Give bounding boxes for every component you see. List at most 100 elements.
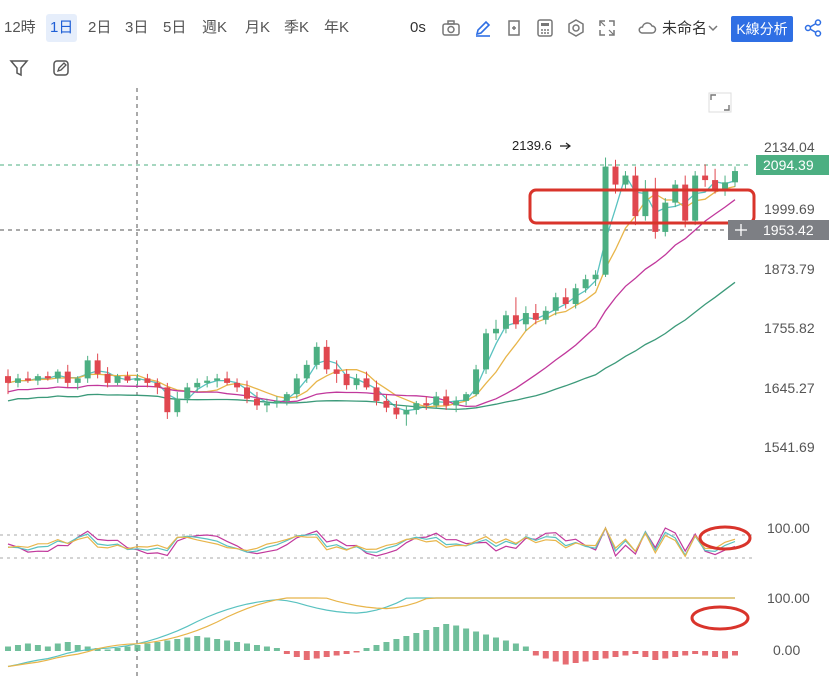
macd-histogram-bar <box>303 651 310 660</box>
macd-histogram-bar <box>24 643 31 651</box>
macd-histogram-bar <box>253 645 260 651</box>
candle-body <box>662 202 669 232</box>
macd-histogram-bar <box>64 642 71 651</box>
candle-body <box>44 376 51 379</box>
candle-body <box>622 175 629 185</box>
candle-body <box>353 378 360 386</box>
candle-body <box>174 398 181 413</box>
price-axis-label: 1999.69 <box>764 201 815 217</box>
candle-body <box>433 396 440 406</box>
macd-histogram-bar <box>443 624 450 651</box>
macd-histogram-bar <box>512 643 519 651</box>
camera-icon[interactable] <box>440 16 462 40</box>
edit-icon[interactable] <box>50 56 72 80</box>
candle-body <box>194 382 201 388</box>
timeframe-5d[interactable]: 5日 <box>163 19 187 36</box>
macd-histogram-bar <box>293 651 300 657</box>
candle-body <box>393 407 400 415</box>
calculator-icon[interactable] <box>534 16 556 40</box>
osc-axis-label: 100.00 <box>767 520 810 536</box>
macd-histogram-bar <box>483 634 490 651</box>
macd-histogram-bar <box>14 645 21 651</box>
macd-histogram-bar <box>642 651 649 657</box>
timeframe-12h[interactable]: 12時 <box>4 19 36 36</box>
price-axis-label: 1541.69 <box>764 439 815 455</box>
macd-histogram-bar <box>522 646 529 651</box>
macd-histogram-bar <box>473 631 480 651</box>
macd-histogram-bar <box>5 646 11 651</box>
macd-histogram-bar <box>194 636 201 651</box>
share-icon[interactable] <box>802 16 824 40</box>
macd-histogram-bar <box>283 651 290 654</box>
candle-body <box>323 346 330 370</box>
macd-histogram-bar <box>273 648 280 651</box>
candle-body <box>502 315 509 329</box>
chevron-down-icon[interactable] <box>706 16 720 40</box>
ma-yellow-line <box>7 185 736 408</box>
candle-body <box>692 175 699 221</box>
candle-body <box>483 333 490 370</box>
macd-histogram-bar <box>174 639 181 651</box>
ma-magenta-line <box>7 199 736 408</box>
timeframe-2d[interactable]: 2日 <box>88 19 112 36</box>
macd-histogram-bar <box>134 645 141 651</box>
macd-histogram-bar <box>692 651 699 654</box>
macd-histogram-bar <box>84 646 91 651</box>
macd-histogram-bar <box>164 640 171 651</box>
pencil-icon[interactable] <box>472 16 494 40</box>
timeframe-month[interactable]: 月K <box>245 19 271 36</box>
candle-body <box>234 382 241 388</box>
macd-histogram-bar <box>263 646 270 651</box>
candle-body <box>423 403 430 406</box>
timeframe-year[interactable]: 年K <box>324 19 350 36</box>
macd-histogram-bar <box>622 651 629 656</box>
expand-icon-frame <box>708 92 732 113</box>
candle-body <box>184 387 191 399</box>
candle-body <box>682 184 689 221</box>
macd-histogram-bar <box>363 648 370 651</box>
seconds-label[interactable]: 0s <box>410 19 426 36</box>
macd-histogram-bar <box>74 645 81 651</box>
k-line-analysis-button[interactable]: K線分析 <box>731 16 793 42</box>
timeframe-1d[interactable]: 1日 <box>46 14 78 42</box>
macd-histogram-bar <box>702 651 709 656</box>
candle-body <box>592 274 599 280</box>
macd-histogram-bar <box>373 645 380 651</box>
macd-annotation-circle <box>690 605 750 631</box>
settings-icon[interactable] <box>565 16 587 40</box>
candle-body <box>14 378 21 383</box>
candle-body <box>363 378 370 388</box>
candle-body <box>54 371 61 379</box>
candle-body <box>702 175 709 181</box>
timeframe-3d[interactable]: 3日 <box>125 19 149 36</box>
candle-body <box>333 369 340 374</box>
osc-j-line <box>7 526 736 558</box>
candle-body <box>672 184 679 203</box>
layout-name-select[interactable]: 未命名 <box>662 20 708 37</box>
macd-histogram-bar <box>393 639 400 651</box>
filter-icon[interactable] <box>8 56 30 80</box>
timeframe-quarter[interactable]: 季K <box>284 19 310 36</box>
price-axis-label: 2134.04 <box>764 139 815 155</box>
macd-dea-line <box>7 597 735 668</box>
macd-histogram-bar <box>492 637 499 651</box>
candle-body <box>114 376 121 383</box>
candle-body <box>572 288 579 305</box>
candle-body <box>712 180 719 190</box>
candle-body <box>473 369 480 395</box>
candle-body <box>722 182 729 190</box>
fullscreen-icon[interactable] <box>596 16 618 40</box>
expand-icon <box>710 94 730 111</box>
macd-histogram-bar <box>672 651 679 657</box>
timeframe-week[interactable]: 週K <box>202 19 228 36</box>
macd-histogram-bar <box>582 651 589 662</box>
candle-body <box>263 403 270 406</box>
candle-body <box>582 279 589 289</box>
macd-histogram-bar <box>323 651 330 657</box>
candle-body <box>313 346 320 365</box>
add-chart-icon[interactable] <box>503 16 525 40</box>
candle-body <box>244 387 251 399</box>
macd-histogram-bar <box>453 625 460 651</box>
macd-histogram-bar <box>104 649 111 651</box>
